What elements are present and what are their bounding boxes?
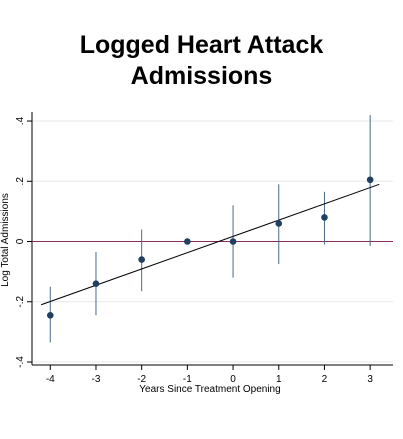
chart-title-line-2: Admissions (130, 62, 273, 90)
x-axis-label: Years Since Treatment Opening (139, 384, 280, 395)
data-point-4 (229, 238, 237, 245)
data-point-2 (138, 256, 145, 263)
y-axis-label: Log Total Admissions (0, 193, 11, 287)
chart-title: Logged Heart Attack Admissions (0, 30, 403, 92)
data-point-1 (92, 280, 100, 287)
x-tick-label-2: -2 (137, 374, 146, 385)
fit-line-layer (40, 183, 380, 306)
x-tick-label-0: -4 (46, 374, 55, 385)
x-tick-label-4: 0 (230, 374, 236, 385)
axes-layer: -.4 -.2 0 .2 .4 -4 -3 -2 -1 0 1 2 3 (15, 112, 393, 385)
ci-layer (49, 115, 371, 343)
x-tick-label-3: -1 (183, 374, 192, 385)
point-layer (46, 176, 374, 319)
data-point-3 (184, 238, 191, 245)
data-point-0 (46, 312, 54, 319)
x-tick-label-5: 1 (276, 374, 282, 385)
chart-title-line-1: Logged Heart Attack (79, 31, 324, 59)
data-point-5 (275, 220, 283, 227)
x-tick-label-1: -3 (92, 374, 101, 385)
x-tick-label-7: 3 (367, 374, 373, 385)
fit-line (40, 183, 380, 306)
y-tick-label-0: -.4 (15, 356, 26, 368)
y-tick-label-2: 0 (15, 238, 26, 244)
y-tick-label-1: -.2 (15, 295, 26, 307)
y-tick-label-3: .2 (15, 177, 26, 186)
data-point-6 (321, 214, 328, 221)
y-tick-label-4: .4 (15, 116, 26, 125)
x-tick-label-6: 2 (322, 374, 328, 385)
data-point-7 (366, 176, 374, 184)
